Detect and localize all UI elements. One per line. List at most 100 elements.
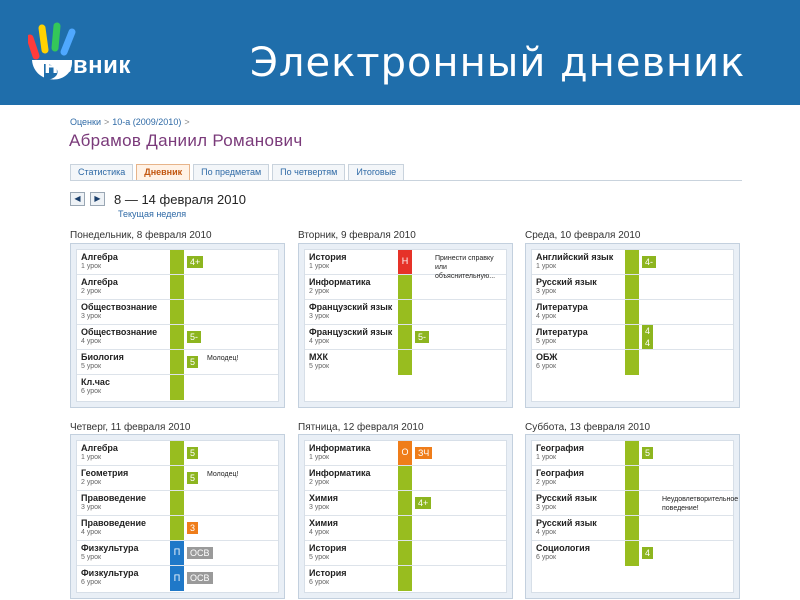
grade-badge[interactable]: 5- <box>415 331 430 343</box>
lesson-number: 6 урок <box>81 579 102 586</box>
grade-badge[interactable]: 4- <box>642 256 657 268</box>
subject-name: История 5 урок <box>309 543 397 562</box>
day-panel-wednesday: Английский язык 1 урок 4- Русский язык 3 уро… <box>525 243 740 408</box>
lesson-number: 4 урок <box>309 338 330 345</box>
lesson-row[interactable]: Русский язык 3 урок <box>532 275 733 300</box>
breadcrumb-separator: > <box>184 117 190 127</box>
lesson-row[interactable]: Литература 4 урок <box>532 300 733 325</box>
lesson-row[interactable]: Русский язык 4 урок <box>532 516 733 541</box>
subject-name: Алгебра 2 урок <box>81 277 169 296</box>
breadcrumb-separator: > <box>104 117 110 127</box>
lesson-row[interactable]: Обществознание 4 урок 5- <box>77 325 278 350</box>
day-panel-tuesday: История 1 урок Н Принести справку или объяс… <box>298 243 513 408</box>
lesson-row[interactable]: Биология 5 урок 5 Молодец! <box>77 350 278 375</box>
lesson-row[interactable]: Правоведение 3 урок <box>77 491 278 516</box>
lesson-row[interactable]: МХК 5 урок <box>305 350 506 375</box>
tab-diary[interactable]: Дневник <box>136 164 191 181</box>
lesson-row[interactable]: Кл.час 6 урок <box>77 375 278 400</box>
subject-name: Обществознание 3 урок <box>81 302 169 321</box>
lesson-row[interactable]: Геометрия 2 урок 5 Молодец! <box>77 466 278 491</box>
lessons-table: История 1 урок Н Принести справку или объяс… <box>304 249 507 402</box>
lesson-row[interactable]: География 2 урок <box>532 466 733 491</box>
attendance-cell <box>170 300 184 324</box>
grade-badge[interactable]: 5 <box>642 447 654 459</box>
grade-badge[interactable]: 4+ <box>415 497 432 509</box>
next-week-button[interactable]: ▶ <box>90 192 105 206</box>
day-title: Вторник, 9 февраля 2010 <box>298 230 416 241</box>
grade-badge[interactable]: ЗЧ <box>415 447 433 459</box>
grade-badge[interactable]: 5- <box>187 331 202 343</box>
lesson-row[interactable]: География 1 урок 5 <box>532 441 733 466</box>
grade-badge[interactable]: ОСВ <box>187 572 213 584</box>
tab-final[interactable]: Итоговые <box>348 164 405 181</box>
attendance-cell <box>398 541 412 565</box>
breadcrumb-item-grades[interactable]: Оценки <box>70 117 101 127</box>
grade-badge[interactable]: 3 <box>187 522 199 534</box>
tab-statistics[interactable]: Статистика <box>70 164 134 181</box>
subject-name: Русский язык 3 урок <box>536 493 624 512</box>
subject-name: Кл.час 6 урок <box>81 377 169 396</box>
subject-name: Литература 5 урок <box>536 327 624 346</box>
lesson-row[interactable]: ОБЖ 6 урок <box>532 350 733 375</box>
lesson-row[interactable]: Алгебра 1 урок 5 <box>77 441 278 466</box>
lesson-number: 1 урок <box>309 454 330 461</box>
lesson-row[interactable]: Английский язык 1 урок 4- <box>532 250 733 275</box>
slide-header: невник Электронный дневник <box>0 0 800 105</box>
lesson-row[interactable]: Литература 5 урок 4 4 <box>532 325 733 350</box>
lesson-comment: Молодец! <box>207 471 239 478</box>
lesson-row[interactable]: Физкультура 5 урок П ОСВ <box>77 541 278 566</box>
subject-name: Физкультура 6 урок <box>81 568 169 587</box>
day-title: Понедельник, 8 февраля 2010 <box>70 230 212 241</box>
breadcrumb-item-class[interactable]: 10-а (2009/2010) <box>112 117 182 127</box>
lesson-row[interactable]: Обществознание 3 урок <box>77 300 278 325</box>
view-tabs: Статистика Дневник По предметам По четве… <box>70 164 407 181</box>
lesson-row[interactable]: Французский язык 4 урок 5- <box>305 325 506 350</box>
lesson-row[interactable]: Химия 4 урок <box>305 516 506 541</box>
logo-wordmark: невник <box>44 52 131 79</box>
subject-name: История 1 урок <box>309 252 397 271</box>
grade-badge[interactable]: 5 <box>187 447 199 459</box>
attendance-cell <box>170 466 184 490</box>
tab-by-subject[interactable]: По предметам <box>193 164 270 181</box>
tab-by-quarter[interactable]: По четвертям <box>272 164 346 181</box>
grade-badge[interactable]: 4 <box>642 547 654 559</box>
lesson-row[interactable]: Социология 6 урок 4 <box>532 541 733 566</box>
lesson-row[interactable]: Алгебра 2 урок <box>77 275 278 300</box>
lesson-row[interactable]: Русский язык 3 урок Неудовлетворительное п… <box>532 491 738 516</box>
lesson-number: 4 урок <box>536 313 557 320</box>
day-title: Пятница, 12 февраля 2010 <box>298 422 424 433</box>
grade-badge[interactable]: 4 <box>642 325 654 337</box>
lesson-row[interactable]: Правоведение 4 урок 3 <box>77 516 278 541</box>
lesson-row[interactable]: Информатика 2 урок <box>305 466 506 491</box>
attendance-cell <box>625 325 639 349</box>
day-title: Суббота, 13 февраля 2010 <box>525 422 651 433</box>
lesson-row[interactable]: История 6 урок <box>305 566 506 591</box>
subject-name: География 1 урок <box>536 443 624 462</box>
lesson-row[interactable]: Химия 3 урок 4+ <box>305 491 506 516</box>
lesson-row[interactable]: Французский язык 3 урок <box>305 300 506 325</box>
lesson-row[interactable]: Алгебра 1 урок 4+ <box>77 250 278 275</box>
dnevnik-hand-logo-icon <box>28 22 76 80</box>
lesson-row[interactable]: Информатика 1 урок О ЗЧ <box>305 441 506 466</box>
grade-badge[interactable]: 4 <box>642 337 654 349</box>
lesson-row[interactable]: Физкультура 6 урок П ОСВ <box>77 566 278 591</box>
current-week-link[interactable]: Текущая неделя <box>118 209 187 219</box>
lesson-row[interactable]: Информатика 2 урок <box>305 275 506 300</box>
grade-badge[interactable]: 5 <box>187 356 199 368</box>
lesson-number: 3 урок <box>536 504 557 511</box>
lesson-row[interactable]: История 5 урок <box>305 541 506 566</box>
day-title: Четверг, 11 февраля 2010 <box>70 422 191 433</box>
grade-badge[interactable]: 4+ <box>187 256 204 268</box>
subject-name: Информатика 1 урок <box>309 443 397 462</box>
lesson-row[interactable]: История 1 урок Н Принести справку или объяс… <box>305 250 506 280</box>
prev-week-button[interactable]: ◀ <box>70 192 85 206</box>
lesson-number: 2 урок <box>309 479 330 486</box>
grade-badge[interactable]: 5 <box>187 472 199 484</box>
grade-badge[interactable]: ОСВ <box>187 547 213 559</box>
attendance-cell <box>170 275 184 299</box>
attendance-cell <box>170 516 184 540</box>
lesson-number: 2 урок <box>81 479 102 486</box>
lesson-number: 2 урок <box>536 479 557 486</box>
lesson-number: 3 урок <box>536 288 557 295</box>
subject-name: Социология 6 урок <box>536 543 624 562</box>
